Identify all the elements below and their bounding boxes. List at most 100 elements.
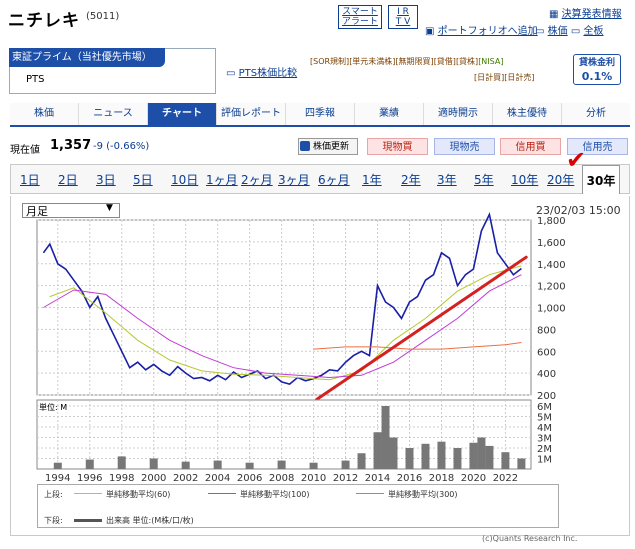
volume-bar-3 [149, 458, 158, 469]
company-name: ニチレキ [8, 11, 80, 31]
volume-tick-label-5: 1M [537, 455, 552, 466]
chevron-down-icon: ▼ [106, 203, 113, 213]
ir-tv-button[interactable]: I R T V [388, 5, 418, 29]
period-link-4[interactable]: 10日 [171, 173, 199, 187]
copyright: (c)Quants Research Inc. [482, 534, 578, 543]
shinyo-buy-button[interactable]: 信用買 [500, 138, 561, 155]
pts-compare-link[interactable]: ▭ PTS株価比較 [226, 64, 297, 79]
volume-tick-label-2: 4M [537, 423, 552, 434]
period-link-11[interactable]: 3年 [437, 173, 457, 187]
x-tick-label-12: 2018 [429, 473, 454, 484]
y-tick-label-2: 1,400 [537, 260, 566, 271]
tab-chart[interactable]: チャート [148, 103, 217, 125]
volume-bar-14 [405, 448, 414, 469]
legend-ma300-swatch [356, 493, 384, 494]
smart-alert-line1: スマート [342, 7, 378, 17]
volume-bar-22 [517, 458, 526, 469]
trade-tags-row1: [SOR規制][単元未満株][無期限買][貸借][貸株][NISA] [310, 56, 503, 67]
period-30y-tab[interactable]: 30年 [582, 165, 620, 194]
volume-tick-label-4: 2M [537, 444, 552, 455]
market-option-selected[interactable]: 東証プライム（当社優先市場） [9, 48, 165, 67]
tag-sor: [SOR規制] [310, 57, 350, 66]
legend-lower-label: 下段: [44, 516, 63, 525]
price-label: 現在値 [10, 145, 40, 156]
tag-nisa: [NISA] [478, 57, 504, 66]
tab-kaiji[interactable]: 適時開示 [424, 103, 493, 125]
trend-line [315, 255, 528, 401]
chart-legend: 上段: 単純移動平均(60) 単純移動平均(100) 単純移動平均(300) 下… [37, 484, 559, 528]
volume-bar-6 [245, 462, 254, 469]
volume-bar-8 [309, 462, 318, 469]
period-link-10[interactable]: 2年 [401, 173, 421, 187]
lending-rate-badge: 貸株金利 0.1% [573, 54, 621, 85]
x-tick-label-8: 2010 [301, 473, 326, 484]
period-link-9[interactable]: 1年 [362, 173, 382, 187]
period-link-13[interactable]: 10年 [511, 173, 539, 187]
kabuka-link[interactable]: 株価 [547, 26, 568, 37]
genbutsu-buy-button[interactable]: 現物買 [367, 138, 428, 155]
x-tick-label-0: 1994 [45, 473, 70, 484]
period-link-2[interactable]: 3日 [96, 173, 116, 187]
volume-bar-18 [469, 442, 478, 469]
volume-bar-16 [437, 441, 446, 469]
pts-compare-label: PTS株価比較 [238, 68, 298, 79]
volume-bar-19 [477, 437, 486, 469]
volume-tick-label-3: 3M [537, 434, 552, 445]
volume-bar-11 [373, 432, 382, 469]
kessan-label: 決算発表情報 [561, 9, 622, 20]
checkmark-icon: ✔ [566, 146, 587, 174]
chart-datetime: 23/02/03 15:00 [536, 204, 621, 217]
x-tick-label-6: 2006 [237, 473, 262, 484]
smart-alert-button[interactable]: スマート アラート [338, 5, 382, 29]
tab-yutai[interactable]: 株主優待 [493, 103, 562, 125]
period-link-3[interactable]: 5日 [133, 173, 153, 187]
tag-kashikabu: [貸株] [455, 57, 479, 66]
period-link-0[interactable]: 1日 [20, 173, 40, 187]
price-plot-frame [36, 219, 532, 396]
period-link-14[interactable]: 20年 [547, 173, 575, 187]
period-bar [10, 164, 630, 194]
stock-nav-links: ▭ 株価 ▭ 全板 [535, 22, 603, 37]
tag-tangen: [単元未満株] [349, 57, 396, 66]
trade-tags-row2: [日計買][日計売] [474, 72, 535, 83]
lending-rate-value: 0.1% [581, 70, 613, 83]
x-tick-label-10: 2014 [365, 473, 390, 484]
y-tick-label-6: 600 [537, 347, 556, 358]
period-link-7[interactable]: 3ヶ月 [278, 173, 310, 187]
period-link-12[interactable]: 5年 [474, 173, 494, 187]
genbutsu-sell-button[interactable]: 現物売 [434, 138, 495, 155]
current-price: 1,357 [50, 138, 92, 153]
tab-news[interactable]: ニュース [79, 103, 148, 125]
refresh-icon [300, 141, 310, 151]
volume-bar-5 [213, 460, 222, 469]
period-link-8[interactable]: 6ヶ月 [318, 173, 350, 187]
tab-kabuka[interactable]: 株価 [10, 103, 79, 125]
kessan-link[interactable]: ▦ 決算発表情報 [549, 5, 622, 20]
period-link-1[interactable]: 2日 [58, 173, 78, 187]
legend-ma100-swatch [208, 493, 236, 494]
tv-line: T V [395, 17, 411, 27]
tab-report[interactable]: 評価レポート [217, 103, 286, 125]
period-link-6[interactable]: 2ヶ月 [241, 173, 273, 187]
tab-shikiho[interactable]: 四季報 [286, 103, 355, 125]
x-tick-label-3: 2000 [141, 473, 166, 484]
shinyo-sell-button[interactable]: 信用売 [567, 138, 628, 155]
x-tick-label-9: 2012 [333, 473, 358, 484]
portfolio-add-link[interactable]: ▣ ポートフォリオへ追加 [425, 22, 538, 37]
refresh-button[interactable]: 株価更新 [298, 138, 358, 155]
period-link-5[interactable]: 1ヶ月 [206, 173, 238, 187]
volume-bar-13 [389, 437, 398, 469]
zenban-link[interactable]: 全板 [583, 26, 604, 37]
bar-type-select[interactable]: 月足 [22, 203, 120, 218]
window-icon: ▭ [535, 26, 545, 37]
y-tick-label-1: 1,600 [537, 238, 566, 249]
price-change: -9 (-0.66%) [93, 141, 150, 152]
market-option-pts[interactable]: PTS [26, 74, 45, 85]
tag-nikkei-sell: [日計売] [504, 73, 535, 82]
volume-bar-21 [501, 452, 510, 469]
tab-gyoseki[interactable]: 業績 [355, 103, 424, 125]
volume-bar-0 [53, 462, 62, 469]
tab-bunseki[interactable]: 分析 [562, 103, 630, 125]
y-tick-label-5: 800 [537, 325, 556, 336]
x-tick-label-14: 2022 [493, 473, 518, 484]
